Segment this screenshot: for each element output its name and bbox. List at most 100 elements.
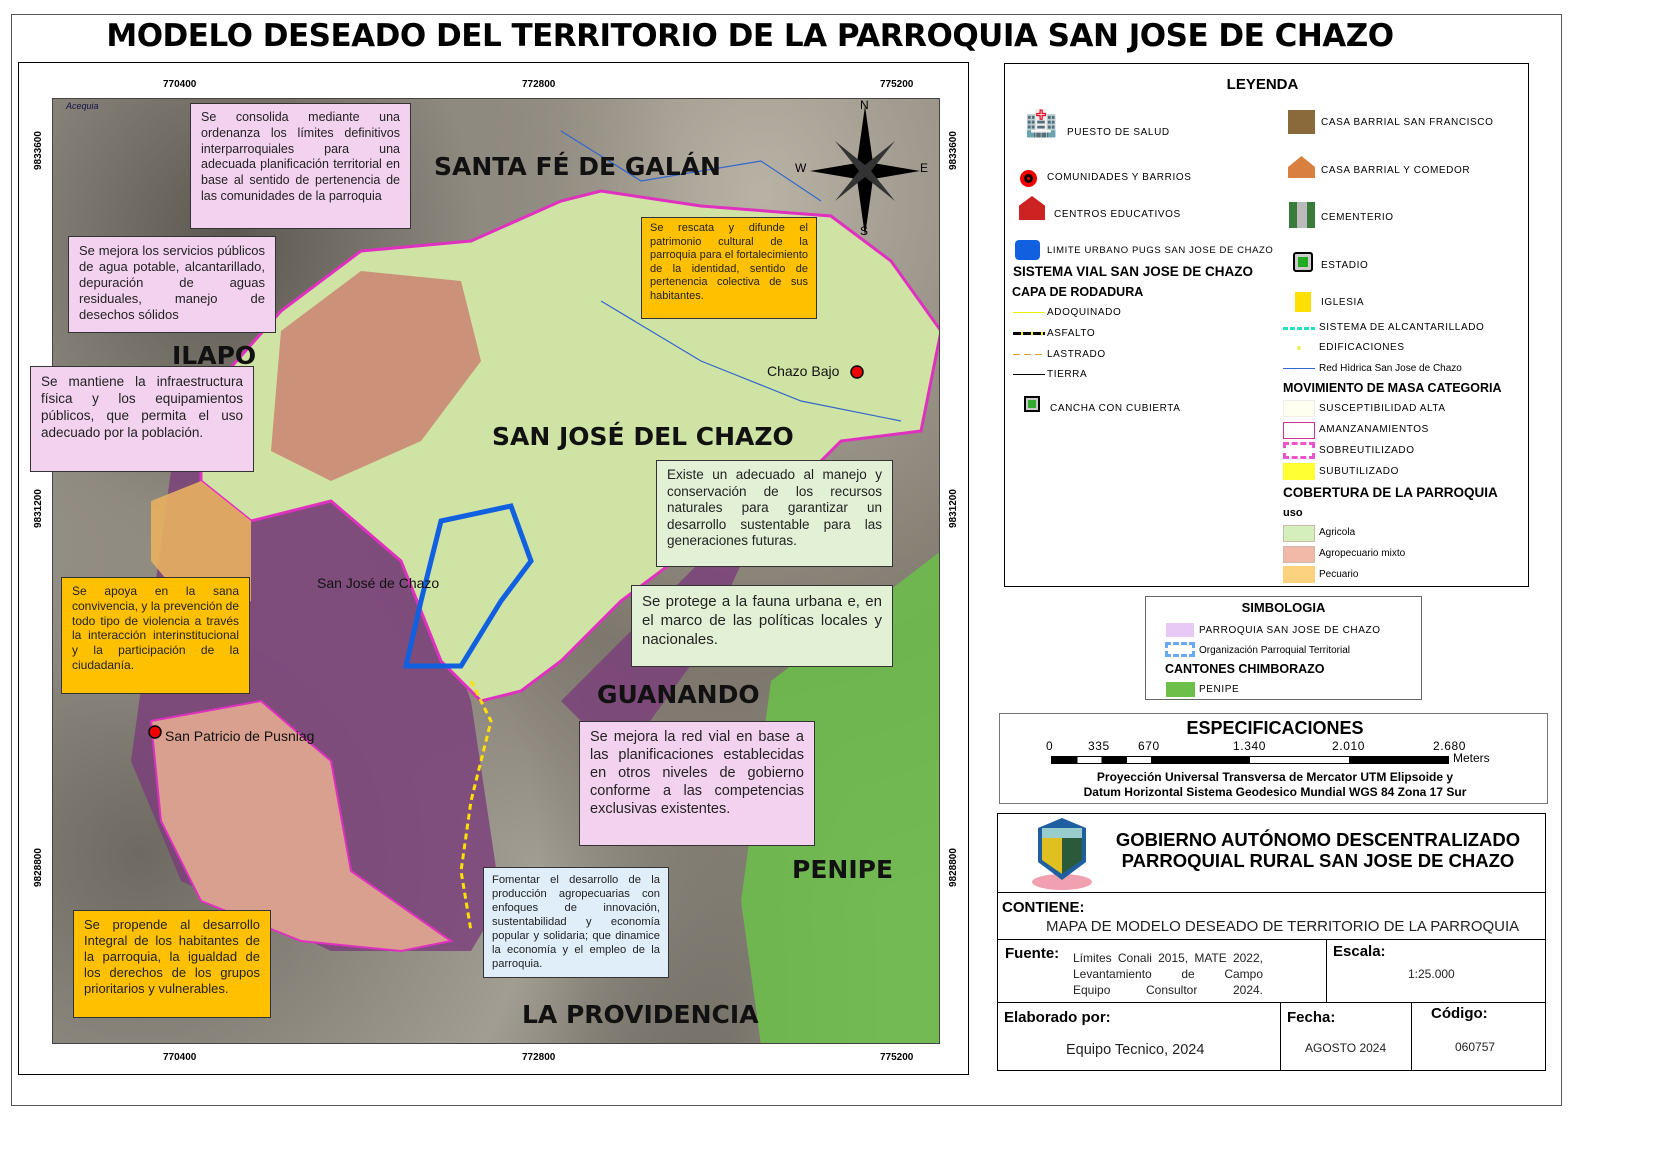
simbologia-cantones: CANTONES CHIMBORAZO <box>1165 662 1325 676</box>
y-tick: 9828800 <box>33 848 44 887</box>
y-tick: 9831200 <box>948 489 959 528</box>
spec-title: ESPECIFICACIONES <box>1186 718 1364 738</box>
projection-line2: Datum Horizontal Sistema Geodesico Mundi… <box>1083 785 1467 799</box>
river <box>560 130 822 202</box>
simbologia-parroquia: PARROQUIA SAN JOSE DE CHAZO <box>1199 625 1381 636</box>
cancha-icon <box>1024 396 1040 412</box>
fuente-line: Equipo Consultor 2024. <box>1073 983 1263 997</box>
compass-e: E <box>920 161 929 175</box>
escala-label: Escala: <box>1333 943 1386 960</box>
town-chazo-bajo: Chazo Bajo <box>767 363 840 379</box>
legend-subutilizado: SUBUTILIZADO <box>1319 466 1399 477</box>
codigo-value: 060757 <box>1455 1040 1496 1054</box>
agropecuario-area <box>271 271 481 481</box>
legend-amanzanamientos: AMANZANAMIENTOS <box>1319 424 1429 435</box>
y-tick: 9828800 <box>948 848 959 887</box>
compass-rose <box>810 106 920 236</box>
org-line2: PARROQUIAL RURAL SAN JOSE DE CHAZO <box>1121 850 1515 871</box>
note-desarrollo: Se propende al desarrollo Integral de lo… <box>73 910 271 1018</box>
edificacion-symbol <box>1297 346 1301 350</box>
note-limites: Se consolida mediante una ordenanza los … <box>190 103 411 229</box>
lastrado-symbol <box>1013 354 1045 355</box>
legend-agricola: Agricola <box>1319 527 1356 538</box>
legend-agropecuario: Agropecuario mixto <box>1319 548 1406 559</box>
legend-iglesia: IGLESIA <box>1321 297 1365 308</box>
region-guanando: GUANANDO <box>597 680 760 709</box>
region-santa-fe: SANTA FÉ DE GALÁN <box>434 152 721 181</box>
red-hidrica-symbol <box>1283 368 1315 369</box>
parroquia-swatch <box>1166 623 1194 637</box>
cementerio-icon <box>1289 202 1315 228</box>
contiene-value: MAPA DE MODELO DESEADO DE TERRITORIO DE … <box>1046 918 1520 935</box>
escala-value: 1:25.000 <box>1408 967 1455 981</box>
organizacion-swatch <box>1165 642 1195 657</box>
map-frame <box>18 62 969 1075</box>
simbologia-panel: SIMBOLOGIA PARROQUIA SAN JOSE DE CHAZO O… <box>1145 596 1422 700</box>
title-block: GOBIERNO AUTÓNOMO DESCENTRALIZADO PARROQ… <box>997 813 1546 1071</box>
fecha-label: Fecha: <box>1287 1009 1336 1026</box>
gad-logo <box>1032 818 1092 890</box>
comunidad-marker <box>850 365 864 379</box>
legend-mov-title: MOVIMIENTO DE MASA CATEGORIA <box>1283 381 1502 395</box>
region-san-jose: SAN JOSÉ DEL CHAZO <box>492 422 794 451</box>
adoquinado-symbol <box>1013 312 1045 313</box>
scale-tick: 1.340 <box>1233 739 1267 753</box>
river <box>600 300 902 422</box>
scale-tick: 335 <box>1088 739 1110 753</box>
fuente-line: Levantamiento de Campo <box>1073 967 1263 981</box>
legend-educativos: CENTROS EDUCATIVOS <box>1054 209 1181 220</box>
x-tick: 775200 <box>880 79 914 90</box>
region-la-providencia: LA PROVIDENCIA <box>522 1000 759 1029</box>
sobreutilizado-swatch <box>1283 442 1315 459</box>
iglesia-icon <box>1295 292 1311 312</box>
x-tick: 775200 <box>880 1052 914 1063</box>
agropecuario-area <box>149 699 454 953</box>
compass-w: W <box>795 161 807 175</box>
org-line1: GOBIERNO AUTÓNOMO DESCENTRALIZADO <box>1115 829 1521 850</box>
legend-adoquinado: ADOQUINADO <box>1047 307 1122 318</box>
limite-urbano-icon <box>1015 240 1040 260</box>
projection-text: Proyección Universal Transversa de Merca… <box>1000 770 1550 800</box>
pecuario-swatch <box>1283 566 1315 583</box>
compass-s: S <box>860 224 869 238</box>
legend-pecuario: Pecuario <box>1319 569 1359 580</box>
scale-unit: Meters <box>1453 751 1490 765</box>
penipe-swatch <box>1166 682 1195 697</box>
y-tick: 9831200 <box>33 489 44 528</box>
legend-casa-com: CASA BARRIAL Y COMEDOR <box>1321 165 1471 176</box>
legend-sobreutilizado: SOBREUTILIZADO <box>1319 445 1415 456</box>
legend-lastrado: LASTRADO <box>1047 349 1106 360</box>
elaborado-label: Elaborado por: <box>1004 1009 1111 1026</box>
projection-line1: Proyección Universal Transversa de Merca… <box>1096 770 1454 784</box>
tierra-symbol <box>1013 374 1045 375</box>
amanzanamientos-swatch <box>1283 422 1315 439</box>
hospital-icon: 🏥 <box>1025 108 1058 138</box>
note-produccion: Fomentar el desarrollo de la producción … <box>483 867 669 978</box>
simbologia-penipe: PENIPE <box>1199 684 1240 695</box>
comunidad-marker <box>148 725 162 739</box>
legend-susceptibilidad: SUSCEPTIBILIDAD ALTA <box>1319 403 1446 414</box>
map-title: MODELO DESEADO DEL TERRITORIO DE LA PARR… <box>106 18 1394 54</box>
casa-comedor-icon <box>1288 156 1315 178</box>
organization-name: GOBIERNO AUTÓNOMO DESCENTRALIZADO PARROQ… <box>1098 829 1538 871</box>
fuente-value: Límites Conali 2015, MATE 2022, Levantam… <box>1073 950 1263 998</box>
asfalto-symbol <box>1013 332 1045 335</box>
note-red-vial: Se mejora la red vial en base a las plan… <box>579 721 815 846</box>
simbologia-organizacion: Organización Parroquial Territorial <box>1199 645 1350 656</box>
region-ilapo: ILAPO <box>172 341 257 370</box>
compass-n: N <box>860 98 869 112</box>
legend-asfalto: ASFALTO <box>1047 328 1096 339</box>
legend-edificaciones: EDIFICACIONES <box>1319 342 1405 353</box>
limite-urbano <box>402 503 534 669</box>
legend-alcantarillado: SISTEMA DE ALCANTARILLADO <box>1319 322 1485 333</box>
legend-estadio: ESTADIO <box>1321 260 1369 271</box>
legend-panel: LEYENDA 🏥 PUESTO DE SALUD COMUNIDADES Y … <box>1004 63 1529 587</box>
elaborado-value: Equipo Tecnico, 2024 <box>1066 1042 1205 1058</box>
town-san-jose: San José de Chazo <box>317 575 440 591</box>
estadio-icon <box>1293 252 1313 272</box>
community-icon <box>1020 170 1037 187</box>
casa-barrial-icon <box>1288 110 1315 134</box>
town-san-patricio: San Patricio de Pusniag <box>165 728 315 744</box>
scale-bar <box>1051 756 1449 764</box>
note-patrimonio: Se rescata y difunde el patrimonio cultu… <box>641 217 817 319</box>
